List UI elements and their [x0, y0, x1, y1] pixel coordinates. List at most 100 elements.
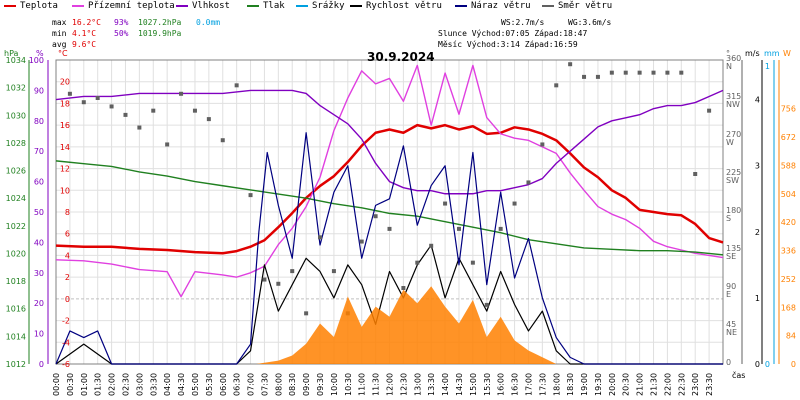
wind-dir-unit-label: ° — [726, 49, 730, 58]
wind-direction-point — [81, 100, 86, 105]
temp-tick-label: 20 — [60, 78, 70, 87]
wind-speed-tick-label: 0 — [755, 360, 760, 369]
series-line — [55, 89, 724, 195]
solar-tick-label: 504 — [781, 190, 796, 199]
wind-dir-tick-label: N — [726, 62, 732, 71]
time-tick-label: 05:30 — [205, 373, 214, 396]
time-tick-label: 09:00 — [302, 373, 311, 396]
wind-direction-point — [248, 193, 253, 198]
time-tick-label: 18:30 — [566, 373, 575, 396]
stat-max-rain: 0.0mm — [196, 18, 221, 27]
humidity-tick-label: 100 — [29, 56, 44, 65]
wind-dir-tick-label: W — [726, 138, 734, 147]
wind-dir-tick-label: 135 — [726, 244, 741, 253]
time-tick-label: 13:00 — [413, 373, 422, 396]
time-tick-label: 05:00 — [191, 373, 200, 396]
legend-item-vlhkost: Vlhkost — [176, 1, 230, 11]
wind-direction-point — [220, 138, 225, 143]
wind-direction-point — [609, 70, 614, 75]
chart-grid — [55, 59, 724, 365]
wind-direction-point — [95, 96, 100, 100]
temp-tick-label: 10 — [60, 186, 70, 195]
humidity-tick-label: 70 — [34, 147, 44, 156]
wind-direction-point — [304, 311, 309, 316]
legend-item-prizemni: Přízemní teplota — [72, 1, 175, 11]
time-tick-label: 12:00 — [386, 373, 395, 396]
pressure-tick-label: 1024 — [6, 194, 26, 203]
wind-dir-tick-label: E — [726, 290, 731, 299]
legend-swatch-icon — [542, 4, 554, 7]
solar-tick-label: 84 — [786, 332, 796, 341]
wind-direction-point — [206, 117, 211, 122]
legend-item-teplota: Teplota — [4, 1, 58, 11]
temp-tick-label: 14 — [60, 143, 70, 152]
time-tick-label: 04:30 — [177, 373, 186, 396]
temp-tick-label: 6 — [65, 230, 70, 239]
wind-dir-tick-label: S — [726, 214, 731, 223]
stat-max-label: max — [52, 18, 67, 27]
wind-direction-point — [373, 214, 378, 219]
wind-direction-point — [470, 260, 475, 265]
legend-label: Tlak — [263, 1, 285, 11]
wind-direction-point — [123, 112, 128, 117]
time-tick-label: 00:00 — [52, 373, 61, 396]
wind-direction-point — [359, 239, 364, 244]
wind-direction-point — [484, 302, 489, 307]
wind-direction-point — [498, 226, 503, 231]
temp-unit-label: °C — [58, 49, 68, 58]
time-tick-label: 16:30 — [511, 373, 520, 396]
legend-label: Teplota — [20, 1, 58, 11]
series-line — [55, 132, 723, 365]
wind-speed-unit-label: m/s — [745, 49, 760, 58]
temp-tick-label: 2 — [65, 273, 70, 282]
wind-direction-point — [137, 125, 142, 130]
pressure-tick-label: 1026 — [6, 167, 26, 176]
time-tick-label: 20:00 — [608, 373, 617, 396]
wind-direction-point — [415, 260, 420, 265]
solar-tick-label: 420 — [781, 218, 796, 227]
time-tick-label: 23:00 — [691, 373, 700, 396]
time-tick-label: 19:00 — [580, 373, 589, 396]
pressure-tick-label: 1028 — [6, 139, 26, 148]
time-tick-label: 10:00 — [330, 373, 339, 396]
temp-tick-label: 0 — [65, 295, 70, 304]
wind-dir-tick-label: 45 — [726, 320, 736, 329]
time-tick-label: 17:00 — [524, 373, 533, 396]
pressure-tick-label: 1022 — [6, 222, 26, 231]
chart-title: 30.9.2024 — [367, 50, 435, 64]
time-tick-label: 20:30 — [622, 373, 631, 396]
rain-tick-label: 0 — [765, 360, 770, 369]
wind-direction-point — [290, 269, 295, 274]
solar-tick-label: 0 — [791, 360, 796, 369]
rain-unit-label: mm — [764, 49, 780, 58]
wind-speed-tick-label: 1 — [755, 294, 760, 303]
temp-tick-label: 4 — [65, 251, 70, 260]
legend-item-rychlost: Rychlost větru — [350, 1, 442, 11]
temp-tick-label: 12 — [60, 165, 70, 174]
wind-direction-point — [623, 70, 628, 75]
time-tick-label: 23:30 — [705, 373, 714, 396]
temp-tick-label: -4 — [62, 338, 70, 347]
time-tick-label: 01:30 — [94, 373, 103, 396]
time-tick-label: 13:30 — [427, 373, 436, 396]
time-tick-label: 02:00 — [108, 373, 117, 396]
legend-swatch-icon — [350, 4, 362, 7]
stat-avg-label: avg — [52, 40, 67, 49]
time-tick-label: 10:30 — [344, 373, 353, 396]
stat-max-press: 1027.2hPa — [138, 18, 182, 27]
time-tick-label: 21:00 — [636, 373, 645, 396]
wind-direction-point — [151, 108, 156, 113]
time-tick-label: 00:30 — [66, 373, 75, 396]
wind-dir-tick-label: SW — [726, 176, 739, 185]
humidity-tick-label: 40 — [34, 238, 44, 247]
time-tick-label: 08:00 — [274, 373, 283, 396]
wind-direction-point — [637, 70, 642, 75]
wind-direction-point — [318, 235, 323, 240]
time-tick-label: 17:30 — [538, 373, 547, 396]
pressure-tick-label: 1012 — [6, 360, 26, 369]
humidity-tick-label: 90 — [34, 86, 44, 95]
humidity-tick-label: 60 — [34, 178, 44, 187]
wind-speed-tick-label: 2 — [755, 228, 760, 237]
legend-swatch-icon — [455, 4, 467, 7]
time-tick-label: 11:00 — [358, 373, 367, 396]
